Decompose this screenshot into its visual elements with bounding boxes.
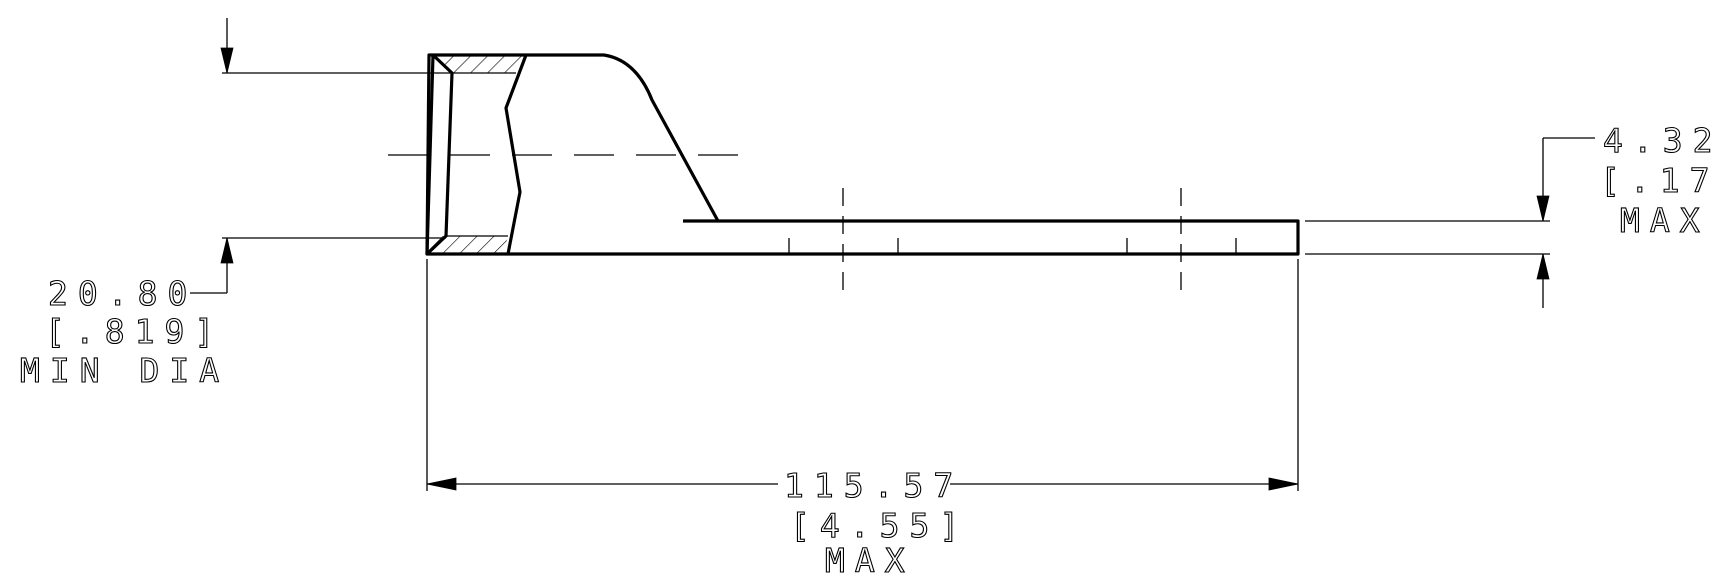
inner-diameter-inch: [.819]	[45, 312, 224, 351]
barrel-bevel-left	[425, 53, 454, 256]
arrow-icon	[1536, 195, 1550, 222]
dimension-inner-diameter: 20.80 [.819] MIN DIA	[19, 18, 450, 391]
overall-length-qualifier: MAX	[825, 541, 915, 575]
tongue-thickness-inch: [.17]	[1600, 161, 1717, 200]
dimension-overall-length: 115.57 [4.55] MAX	[426, 259, 1299, 575]
overall-length-inch: [4.55]	[790, 506, 969, 545]
barrel-hatch-bottom	[427, 236, 508, 254]
arrow-icon	[1268, 477, 1299, 491]
overall-length-value: 115.57	[784, 466, 963, 505]
part-outline	[425, 53, 1300, 256]
inner-diameter-qualifier: MIN DIA	[20, 351, 229, 390]
tongue-thickness-value: 4.32	[1603, 121, 1717, 160]
inner-diameter-value: 20.80	[48, 274, 197, 313]
arrow-icon	[220, 47, 234, 74]
barrel-inner-profile	[504, 54, 528, 255]
arrow-icon	[426, 477, 457, 491]
tongue-thickness-qualifier: MAX	[1620, 201, 1710, 240]
dimension-tongue-thickness: 4.32 [.17] MAX	[1305, 120, 1717, 308]
center-lines	[388, 154, 1237, 296]
barrel-body-outline	[425, 53, 1300, 256]
arrow-icon	[1536, 253, 1550, 280]
barrel-hatch-top	[433, 55, 526, 73]
arrow-icon	[220, 237, 234, 264]
